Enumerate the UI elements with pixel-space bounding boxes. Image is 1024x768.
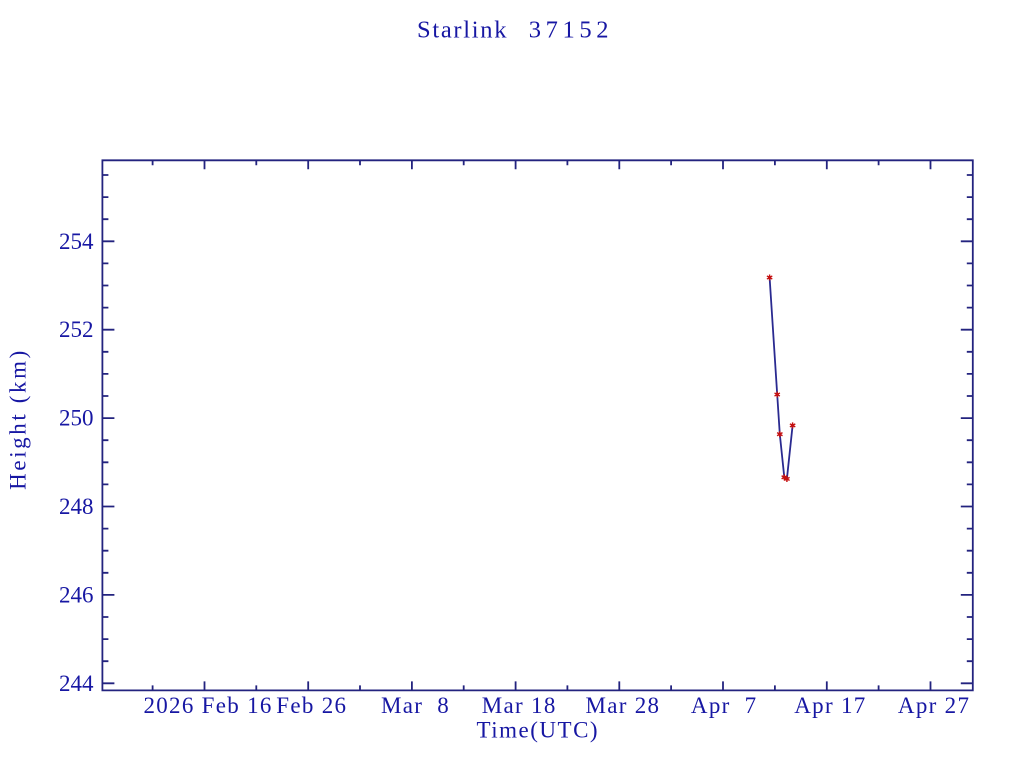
svg-text:Apr 7: Apr 7 [691,693,758,718]
svg-text:Height (km): Height (km) [6,348,31,490]
svg-text:Mar 8: Mar 8 [381,693,450,718]
svg-text:Mar 28: Mar 28 [585,693,660,718]
svg-text:37152: 37152 [529,17,613,44]
svg-text:250: 250 [59,406,94,431]
svg-text:Mar 18: Mar 18 [482,693,557,718]
svg-text:244: 244 [59,671,94,696]
svg-text:Feb 26: Feb 26 [276,693,347,718]
svg-text:Apr 27: Apr 27 [898,693,970,718]
svg-text:254: 254 [59,229,94,254]
svg-text:2026 Feb 16: 2026 Feb 16 [143,693,272,718]
svg-text:248: 248 [59,494,94,519]
svg-text:Starlink: Starlink [417,17,508,44]
svg-text:Apr 17: Apr 17 [794,693,866,718]
svg-text:Time(UTC): Time(UTC) [477,718,600,743]
svg-text:252: 252 [59,317,94,342]
svg-text:246: 246 [59,582,94,607]
